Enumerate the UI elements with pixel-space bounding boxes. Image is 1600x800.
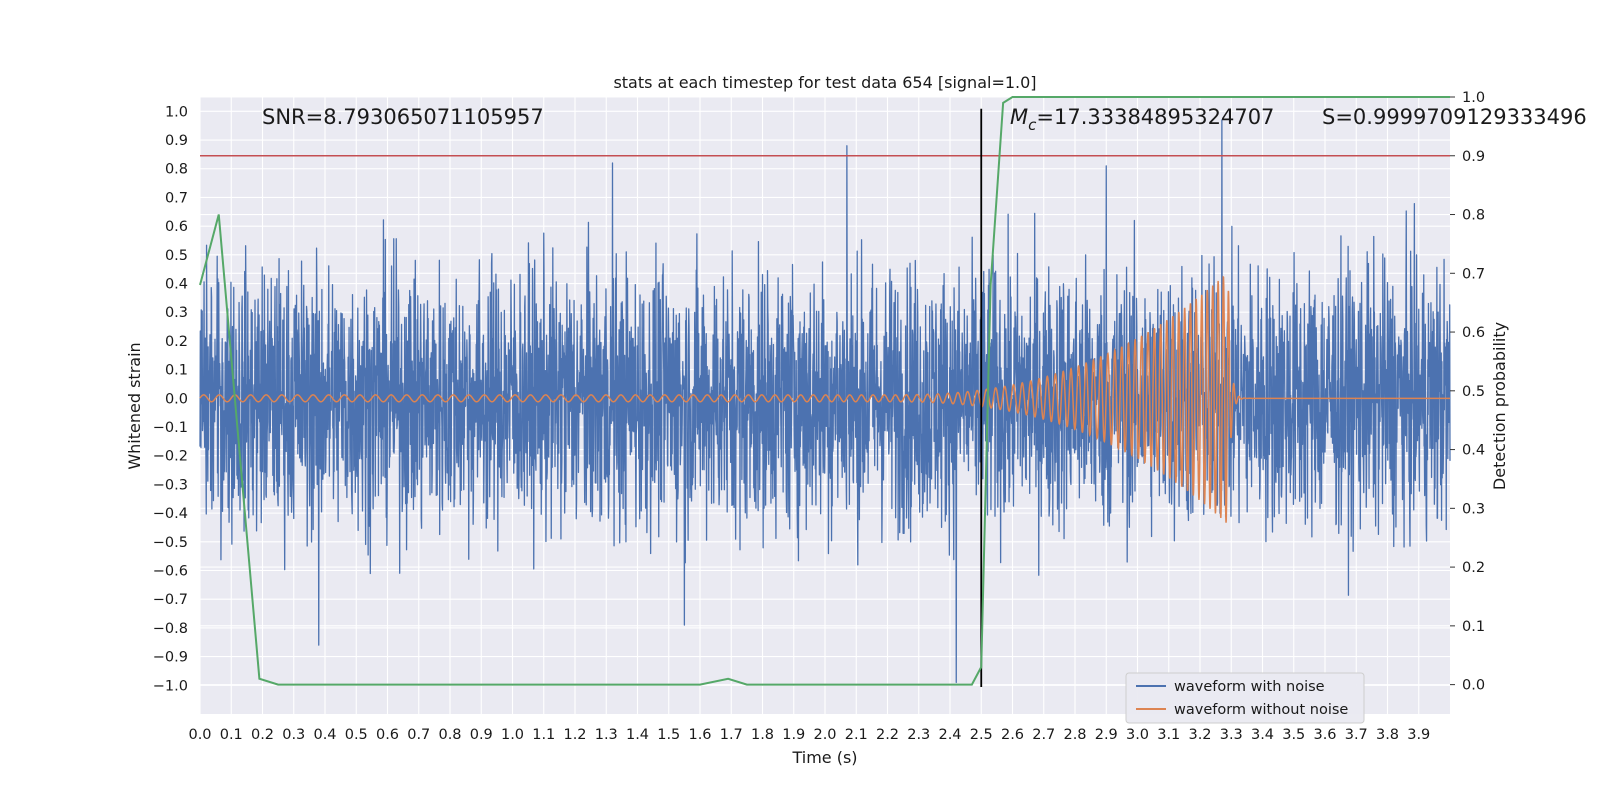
x-tick-label: 2.3 (907, 727, 930, 743)
series-detection-probability (199, 96, 1450, 686)
chirp-mass-value: =17.33384895324707 (1036, 105, 1274, 129)
y-tick-label-left: −0.4 (153, 506, 188, 522)
x-tick-label: 1.3 (595, 727, 618, 743)
y-tick-label-left: 1.0 (165, 104, 188, 120)
snr-annotation: SNR=8.793065071105957 (262, 105, 544, 129)
y-tick-label-right: 0.0 (1462, 678, 1485, 694)
x-tick-label: 3.4 (1251, 727, 1274, 743)
x-tick-label: 0.1 (220, 727, 243, 743)
y-tick-label-left: 0.3 (165, 305, 188, 321)
x-tick-label: 1.2 (563, 727, 586, 743)
chirp-mass-subscript: c (1028, 116, 1037, 134)
series-waveform-with-noise (199, 119, 1451, 684)
x-tick-label: 0.2 (251, 727, 274, 743)
x-tick-label: 2.8 (1063, 727, 1086, 743)
y-tick-label-right: 0.6 (1462, 325, 1485, 341)
y-tick-label-right: 0.1 (1462, 619, 1485, 635)
x-tick-label: 1.8 (751, 727, 774, 743)
y-tick-label-left: −0.9 (153, 650, 188, 666)
x-tick-label: 0.5 (345, 727, 368, 743)
y-tick-label-left: −0.5 (153, 535, 188, 551)
x-tick-label: 3.3 (1220, 727, 1243, 743)
x-axis-label: Time (s) (791, 748, 857, 767)
y-tick-label-left: 0.5 (165, 248, 188, 264)
y-tick-label-right: 0.5 (1462, 384, 1485, 400)
y-tick-label-left: −0.2 (153, 449, 188, 465)
x-tick-label: 2.4 (938, 727, 961, 743)
y-tick-label-right: 0.8 (1462, 208, 1485, 224)
x-tick-label: 0.3 (282, 727, 305, 743)
y-tick-label-left: 0.4 (165, 277, 188, 293)
x-tick-label: 2.0 (813, 727, 836, 743)
y-tick-label-left: 0.1 (165, 363, 188, 379)
x-tick-label: 3.6 (1313, 727, 1336, 743)
chart-title: stats at each timestep for test data 654… (613, 73, 1036, 92)
y-tick-label-right: 0.4 (1462, 443, 1485, 459)
x-tick-label: 1.7 (720, 727, 743, 743)
y-axis-label-left: Whitened strain (125, 342, 144, 469)
y-tick-label-left: 0.0 (165, 391, 188, 407)
plot-area (199, 96, 1451, 687)
x-tick-label: 3.5 (1282, 727, 1305, 743)
x-tick-label: 0.6 (376, 727, 399, 743)
x-tick-label: 1.6 (688, 727, 711, 743)
x-tick-label: 2.9 (1095, 727, 1118, 743)
y-tick-label-right: 0.3 (1462, 501, 1485, 517)
legend: waveform with noise waveform without noi… (1125, 672, 1365, 724)
y-tick-label-left: −1.0 (153, 678, 188, 694)
x-tick-label: 3.1 (1157, 727, 1180, 743)
y-tick-label-left: −0.8 (153, 621, 188, 637)
x-tick-label: 1.0 (501, 727, 524, 743)
y-tick-label-right: 0.2 (1462, 560, 1485, 576)
x-tick-label: 1.4 (626, 727, 649, 743)
y-tick-label-left: 0.8 (165, 162, 188, 178)
score-annotation: S=0.9999709129333496 (1322, 105, 1587, 129)
x-tick-label: 0.9 (470, 727, 493, 743)
y-tick-label-left: 0.6 (165, 219, 188, 235)
y-tick-label-right: 1.0 (1462, 90, 1485, 106)
x-tick-label: 1.1 (532, 727, 555, 743)
y-tick-label-left: −0.6 (153, 564, 188, 580)
chirp-mass-symbol: M (1010, 105, 1028, 129)
x-tick-label: 0.4 (313, 727, 336, 743)
x-tick-label: 2.7 (1032, 727, 1055, 743)
y-axis-label-right: Detection probability (1490, 322, 1509, 490)
x-tick-label: 1.9 (782, 727, 805, 743)
x-tick-label: 0.0 (188, 727, 211, 743)
legend-box (1125, 672, 1365, 724)
legend-label-clean: waveform without noise (1174, 702, 1348, 718)
ticks: 0.0 0.1 0.2 0.3 0.4 0.5 0.6 0.7 0.8 0.9 1.0 1.1 1.2 1… (153, 90, 1485, 743)
y-tick-label-left: 0.7 (165, 190, 188, 206)
y-tick-label-left: 0.9 (165, 133, 188, 149)
x-tick-label: 0.8 (438, 727, 461, 743)
x-tick-label: 2.2 (876, 727, 899, 743)
y-tick-label-right: 0.7 (1462, 266, 1485, 282)
legend-label-noise: waveform with noise (1174, 679, 1325, 695)
x-tick-label: 3.7 (1345, 727, 1368, 743)
x-tick-label: 2.6 (1001, 727, 1024, 743)
x-tick-label: 2.5 (970, 727, 993, 743)
chirp-mass-annotation: Mc=17.33384895324707 (1010, 105, 1274, 134)
y-tick-label-left: −0.1 (153, 420, 188, 436)
x-tick-label: 3.8 (1376, 727, 1399, 743)
y-tick-label-left: −0.7 (153, 592, 188, 608)
x-tick-label: 3.2 (1188, 727, 1211, 743)
y-tick-label-left: −0.3 (153, 477, 188, 493)
x-tick-label: 2.1 (845, 727, 868, 743)
x-tick-label: 0.7 (407, 727, 430, 743)
x-tick-label: 3.9 (1407, 727, 1430, 743)
series-waveform-without-noise (199, 275, 1450, 523)
x-tick-label: 3.0 (1126, 727, 1149, 743)
y-tick-label-left: 0.2 (165, 334, 188, 350)
y-tick-label-right: 0.9 (1462, 149, 1485, 165)
x-tick-label: 1.5 (657, 727, 680, 743)
